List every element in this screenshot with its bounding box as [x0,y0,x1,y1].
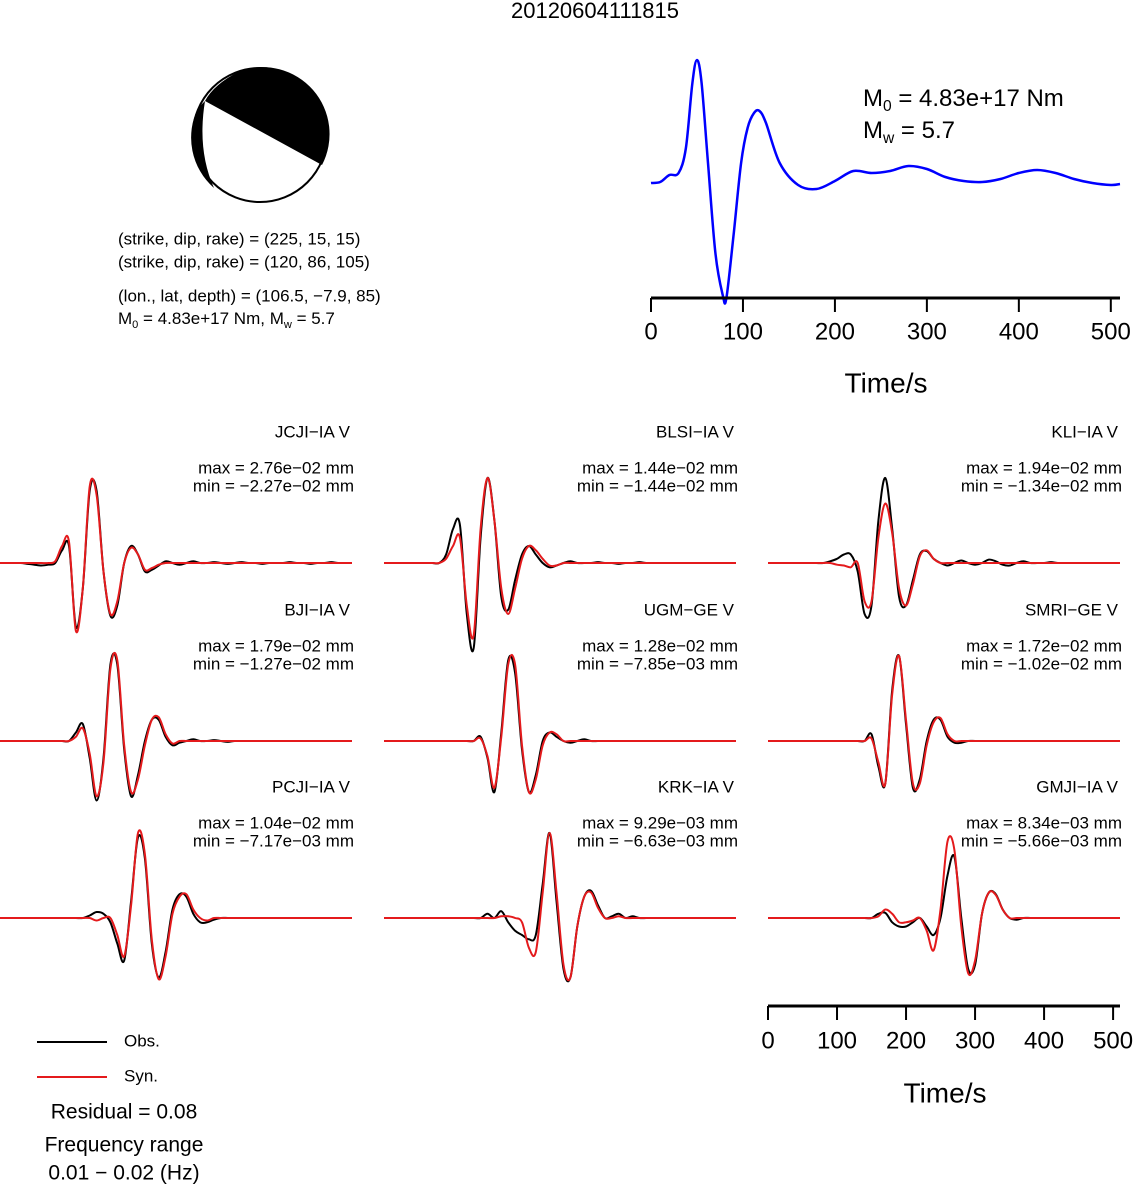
moment-annotation: Mw = 5.7 [863,117,955,147]
x-tick-label: 200 [815,318,855,345]
synthetic-waveform [768,835,1120,977]
x-axis-title: Time/s [845,367,928,398]
observed-waveform [384,831,736,983]
max-amplitude: max = 9.29e−03 mm [582,813,738,832]
observed-waveform [767,476,1120,619]
synthetic-waveform [383,476,736,640]
max-amplitude: max = 1.72e−02 mm [966,636,1122,655]
max-amplitude: max = 8.34e−03 mm [966,813,1122,832]
legend-label: Syn. [124,1066,158,1085]
subscript: w [882,130,895,147]
min-amplitude: min = −1.44e−02 mm [577,476,738,495]
beachball [191,67,330,203]
text-part: M [863,117,883,144]
legend-label: Obs. [124,1031,160,1050]
max-amplitude: max = 1.94e−02 mm [966,458,1122,477]
subscript: 0 [132,319,138,331]
observed-waveform [384,654,736,794]
x-tick-label: 100 [723,318,763,345]
min-amplitude: min = −1.02e−02 mm [961,654,1122,673]
station-label: GMJI−IA V [1036,777,1118,796]
synthetic-waveform [384,653,736,795]
station-label: PCJI−IA V [272,777,351,796]
max-amplitude: max = 1.44e−02 mm [582,458,738,477]
mechanism-text: M0 = 4.83e+17 Nm, Mw = 5.7 [118,309,335,331]
source-time-function [650,58,1121,305]
synthetic-waveform [0,477,352,634]
fit-note: Residual = 0.08 [51,1101,198,1124]
x-tick-label: 0 [761,1027,774,1054]
x-tick-label: 500 [1093,1027,1133,1054]
subscript: w [283,319,292,331]
min-amplitude: min = −1.34e−02 mm [961,476,1122,495]
min-amplitude: min = −5.66e−03 mm [961,831,1122,850]
min-amplitude: min = −7.85e−03 mm [577,654,738,673]
synthetic-waveform [767,502,1120,609]
x-tick-label: 0 [644,318,657,345]
x-tick-label: 300 [955,1027,995,1054]
text-part: = 5.7 [894,117,955,144]
synthetic-waveform [0,829,352,981]
x-tick-label: 300 [907,318,947,345]
fit-note: Frequency range [45,1134,204,1157]
subscript: 0 [883,98,892,115]
figure-title: 20120604111815 [511,0,679,23]
x-tick-label: 200 [886,1027,926,1054]
x-axis-title: Time/s [904,1077,987,1108]
compressional-quadrant [205,67,330,165]
station-label: KLI−IA V [1051,422,1118,441]
x-tick-label: 400 [999,318,1039,345]
station-label: BLSI−IA V [656,422,735,441]
synthetic-waveform [384,831,736,982]
text-part: M [863,85,883,112]
max-amplitude: max = 2.76e−02 mm [198,458,354,477]
moment-annotation: M0 = 4.83e+17 Nm [863,85,1064,115]
text-part: = 4.83e+17 Nm [892,85,1064,112]
max-amplitude: max = 1.28e−02 mm [582,636,738,655]
min-amplitude: min = −2.27e−02 mm [193,476,354,495]
text-part: = 5.7 [292,309,335,328]
x-tick-label: 100 [817,1027,857,1054]
min-amplitude: min = −7.17e−03 mm [193,831,354,850]
compressional-quadrant [191,101,214,188]
fit-note: 0.01 − 0.02 (Hz) [48,1162,199,1185]
mechanism-text: (strike, dip, rake) = (225, 15, 15) [118,229,360,248]
x-tick-label: 400 [1024,1027,1064,1054]
station-label: JCJI−IA V [275,422,351,441]
station-label: BJI−IA V [284,600,350,619]
min-amplitude: min = −1.27e−02 mm [193,654,354,673]
max-amplitude: max = 1.04e−02 mm [198,813,354,832]
text-part: = 4.83e+17 Nm, M [138,309,284,328]
station-label: SMRI−GE V [1025,600,1119,619]
x-tick-label: 500 [1091,318,1131,345]
text-part: M [118,309,132,328]
station-label: UGM−GE V [644,600,735,619]
mechanism-text: (lon., lat, depth) = (106.5, −7.9, 85) [118,286,381,305]
station-label: KRK−IA V [658,777,735,796]
observed-waveform [0,834,352,979]
synthetic-waveform [0,651,352,798]
mechanism-text: (strike, dip, rake) = (120, 86, 105) [118,252,370,271]
max-amplitude: max = 1.79e−02 mm [198,636,354,655]
min-amplitude: min = −6.63e−03 mm [577,831,738,850]
synthetic-waveform [768,654,1120,791]
